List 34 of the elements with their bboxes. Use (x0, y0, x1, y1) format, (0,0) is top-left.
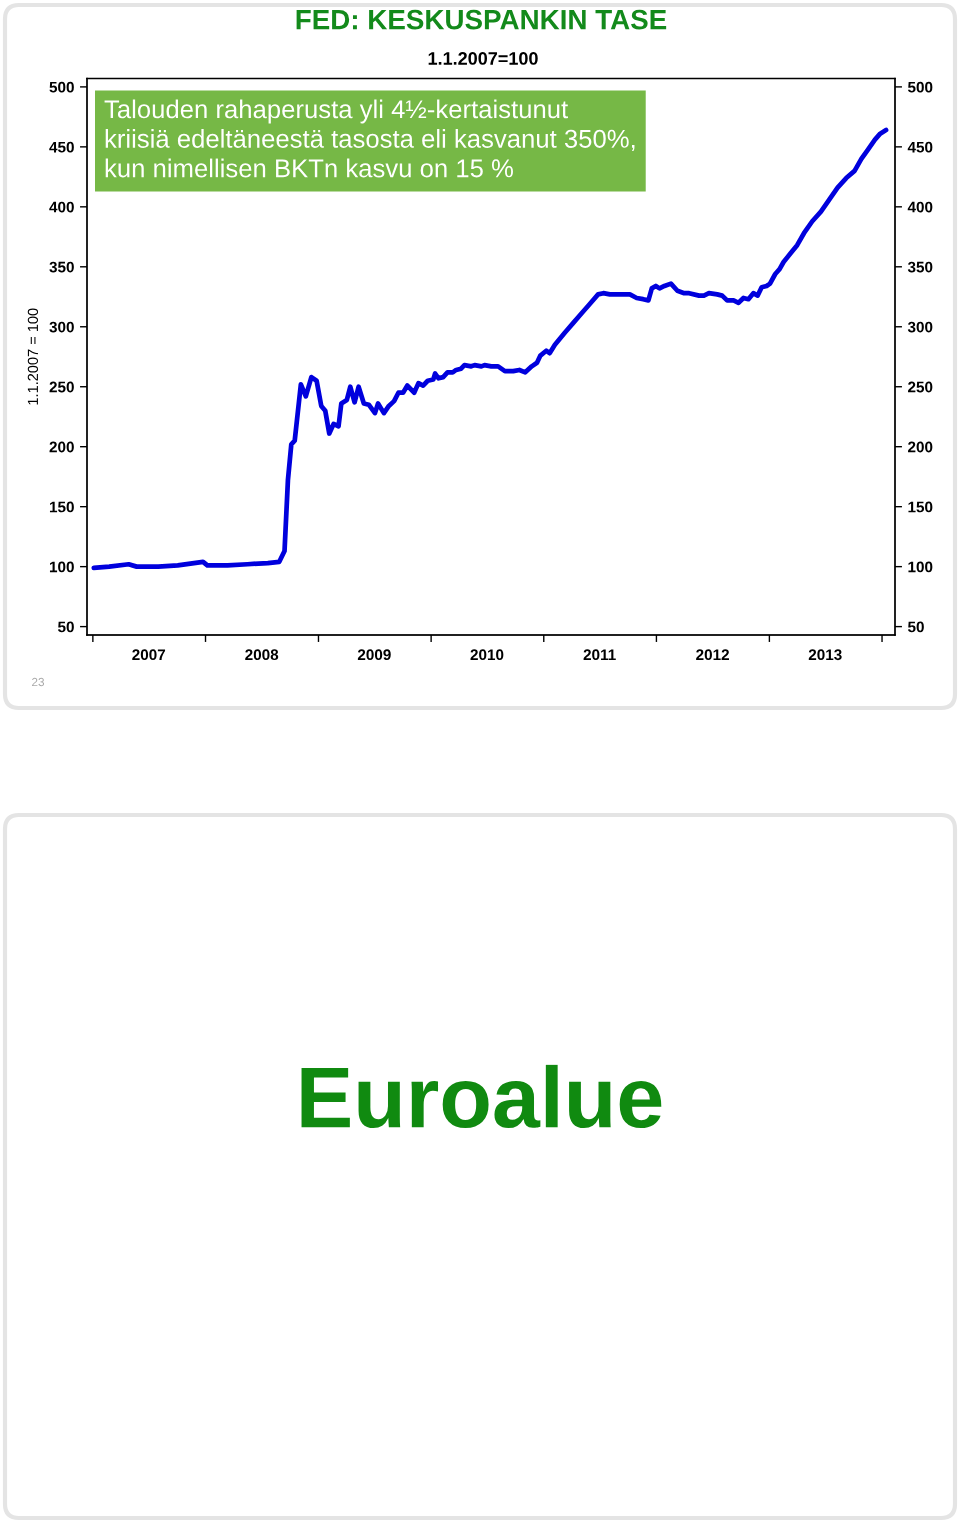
y-tick-label: 150 (49, 501, 74, 513)
y2-tick-label: 350 (907, 261, 933, 273)
y-tick-label: 400 (49, 201, 74, 213)
y-tick-label: 50 (57, 621, 74, 633)
y2-tick-label: 500 (907, 81, 933, 93)
y2-tick-label: 50 (907, 621, 924, 633)
y-tick-label: 250 (49, 381, 74, 393)
chart-title: FED: KESKUSPANKIN TASE (296, 9, 667, 30)
y2-tick-label: 150 (908, 501, 933, 513)
y2-tick-label: 300 (907, 321, 933, 333)
x-tick-label: 2010 (470, 649, 504, 661)
line-series (91, 127, 889, 571)
y-tick-label: 200 (49, 441, 74, 453)
x-tick-label: 2013 (808, 649, 842, 661)
x-tick-label: 2008 (245, 649, 279, 661)
x-tick-label: 2011 (583, 649, 616, 661)
y-tick-label: 100 (49, 561, 74, 573)
y2-tick-label: 250 (908, 381, 933, 393)
annotation: Talouden rahaperusta yli 4½-kertaistunut kriisiä edeltäneestä tasosta eli kasvanut 350%, kun nimellisen BKTn kasvu on 15 % (104, 99, 635, 178)
y2-tick-label: 100 (908, 561, 933, 573)
y-tick-label: 500 (49, 81, 74, 93)
y2-tick-label: 200 (908, 441, 933, 453)
x-tick-label: 2009 (357, 649, 391, 661)
y-tick-label: 300 (49, 321, 74, 333)
x-tick-label: 2007 (132, 649, 166, 661)
y2-tick-label: 450 (907, 141, 933, 153)
y-tick-label: 450 (49, 141, 74, 153)
x-tick-label: 2012 (696, 649, 729, 661)
text: 23 (32, 677, 45, 687)
text: Euroalue (301, 1064, 662, 1129)
chart-subtitle: 1.1.2007=100 (428, 52, 538, 65)
y-axis-title: 1.1.2007 = 100 (27, 308, 39, 405)
y2-tick-label: 400 (907, 201, 933, 213)
y-tick-label: 350 (49, 261, 74, 273)
